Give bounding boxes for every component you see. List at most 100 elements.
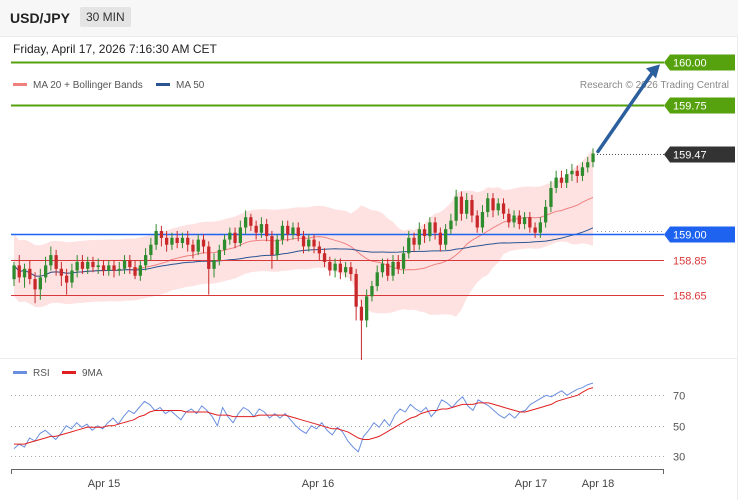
candle-body bbox=[344, 267, 348, 273]
candle-body bbox=[80, 261, 85, 269]
candle-body bbox=[454, 196, 458, 221]
candle-body bbox=[149, 244, 153, 255]
candle-body bbox=[28, 268, 32, 280]
legend-ma20-label: MA 20 + Bollinger Bands bbox=[33, 80, 143, 91]
candle-body bbox=[49, 255, 53, 266]
candle-body bbox=[417, 229, 421, 245]
candle-body bbox=[138, 265, 142, 276]
legend-ma50: MA 50 bbox=[156, 80, 204, 91]
candle-body bbox=[312, 239, 316, 247]
candle-body bbox=[544, 206, 548, 223]
candle-body bbox=[507, 213, 511, 223]
candle-body bbox=[559, 177, 564, 183]
candle-body bbox=[301, 236, 306, 247]
candle-body bbox=[91, 261, 95, 268]
candle-body bbox=[512, 215, 516, 223]
candle-body bbox=[444, 229, 448, 245]
candle-body bbox=[570, 170, 574, 175]
9ma-swatch bbox=[62, 370, 76, 374]
legend-rsi-label: RSI bbox=[33, 368, 50, 379]
candle-body bbox=[65, 275, 69, 283]
timeframe-badge[interactable]: 30 MIN bbox=[80, 7, 131, 27]
candle-body bbox=[496, 203, 500, 211]
candle-body bbox=[401, 253, 406, 269]
candle-body bbox=[333, 263, 337, 271]
candle-body bbox=[38, 277, 42, 290]
candle-body bbox=[165, 237, 169, 245]
candle-body bbox=[254, 225, 258, 233]
level-label-159.75: 159.75 bbox=[673, 101, 707, 113]
level-tag-160.00 bbox=[664, 54, 735, 71]
candle-body bbox=[591, 153, 595, 163]
candle-body bbox=[270, 236, 274, 255]
candle-body bbox=[207, 246, 211, 269]
candle-body bbox=[291, 227, 295, 235]
candle-body bbox=[465, 200, 469, 214]
candle-body bbox=[265, 224, 269, 237]
rsi-tick-30: 30 bbox=[673, 452, 685, 464]
candle-body bbox=[217, 249, 221, 261]
candle-body bbox=[275, 239, 279, 256]
rsi-tick-50: 50 bbox=[673, 422, 685, 434]
candle-body bbox=[407, 237, 411, 254]
candle-body bbox=[96, 265, 100, 268]
candle-body bbox=[159, 231, 164, 238]
header-bar: USD/JPY 30 MIN bbox=[0, 0, 738, 37]
candle-body bbox=[396, 261, 400, 269]
candle-body bbox=[128, 260, 132, 268]
candle-body bbox=[586, 162, 590, 168]
credit-label: Research © 2026 Trading Central bbox=[579, 80, 729, 91]
candle-body bbox=[22, 268, 27, 278]
ma50-swatch bbox=[156, 82, 170, 86]
candle-body bbox=[196, 239, 200, 252]
candle-body bbox=[422, 229, 427, 237]
candle-body bbox=[317, 246, 321, 254]
candle-body bbox=[133, 267, 137, 276]
candle-body bbox=[180, 237, 185, 243]
level-label-158.85: 158.85 bbox=[673, 256, 707, 268]
candle-body bbox=[449, 220, 453, 230]
ma20-swatch bbox=[13, 82, 27, 86]
level-label-159.00: 159.00 bbox=[673, 230, 707, 242]
legend-9ma: 9MA bbox=[62, 368, 103, 379]
candle-body bbox=[212, 260, 216, 269]
candle-body bbox=[538, 222, 542, 233]
candle-body bbox=[12, 265, 16, 280]
level-tag-159.47 bbox=[664, 146, 735, 163]
candle-body bbox=[54, 255, 58, 269]
candle-body bbox=[438, 232, 442, 245]
rsi-9ma-line bbox=[14, 387, 594, 445]
candle-body bbox=[101, 265, 106, 271]
candle-body bbox=[370, 286, 374, 297]
candle-body bbox=[238, 227, 242, 243]
candle-body bbox=[222, 239, 227, 250]
candle-body bbox=[375, 272, 379, 287]
candle-body bbox=[117, 268, 121, 271]
legend-rsi: RSI bbox=[13, 368, 50, 379]
candle-body bbox=[328, 261, 332, 271]
candle-body bbox=[233, 232, 237, 243]
candle-body bbox=[565, 174, 569, 183]
candle-body bbox=[433, 222, 437, 233]
candle-body bbox=[359, 306, 364, 321]
candle-body bbox=[354, 274, 358, 307]
datetime-label: Friday, April 17, 2026 7:16:30 AM CET bbox=[13, 42, 217, 56]
candle-body bbox=[428, 222, 432, 237]
candle-body bbox=[186, 237, 190, 245]
x-tick-label: Apr 16 bbox=[302, 478, 334, 490]
candle-body bbox=[491, 198, 495, 211]
candle-body bbox=[59, 268, 63, 276]
candle-body bbox=[475, 215, 479, 228]
candle-body bbox=[112, 265, 116, 271]
candle-body bbox=[17, 265, 21, 278]
candle-body bbox=[517, 215, 521, 225]
candle-body bbox=[365, 296, 369, 321]
candle-body bbox=[533, 227, 537, 233]
forecast-arrow-head bbox=[646, 64, 660, 79]
candle-body bbox=[175, 237, 179, 243]
forecast-arrow bbox=[596, 68, 656, 154]
candle-body bbox=[244, 217, 248, 228]
candle-body bbox=[580, 167, 585, 176]
candle-body bbox=[554, 177, 558, 188]
level-label-158.65: 158.65 bbox=[673, 291, 707, 303]
